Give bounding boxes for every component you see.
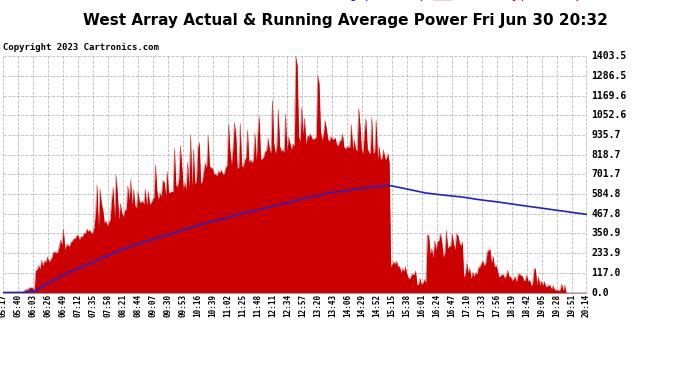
Text: 701.7: 701.7	[591, 170, 621, 179]
Text: 467.8: 467.8	[591, 209, 621, 219]
Text: 1169.6: 1169.6	[591, 91, 627, 101]
Text: 350.9: 350.9	[591, 228, 621, 238]
Text: West Array Actual & Running Average Power Fri Jun 30 20:32: West Array Actual & Running Average Powe…	[83, 13, 607, 28]
Text: Copyright 2023 Cartronics.com: Copyright 2023 Cartronics.com	[3, 43, 159, 52]
Text: 233.9: 233.9	[591, 248, 621, 258]
Text: 584.8: 584.8	[591, 189, 621, 199]
Legend: Average(DC Watts), West Array(DC Watts): Average(DC Watts), West Array(DC Watts)	[296, 0, 581, 1]
Text: 0.0: 0.0	[591, 288, 609, 297]
Text: 1286.5: 1286.5	[591, 71, 627, 81]
Text: 1403.5: 1403.5	[591, 51, 627, 61]
Text: 1052.6: 1052.6	[591, 110, 627, 120]
Text: 818.7: 818.7	[591, 150, 621, 160]
Text: 117.0: 117.0	[591, 268, 621, 278]
Text: 935.7: 935.7	[591, 130, 621, 140]
